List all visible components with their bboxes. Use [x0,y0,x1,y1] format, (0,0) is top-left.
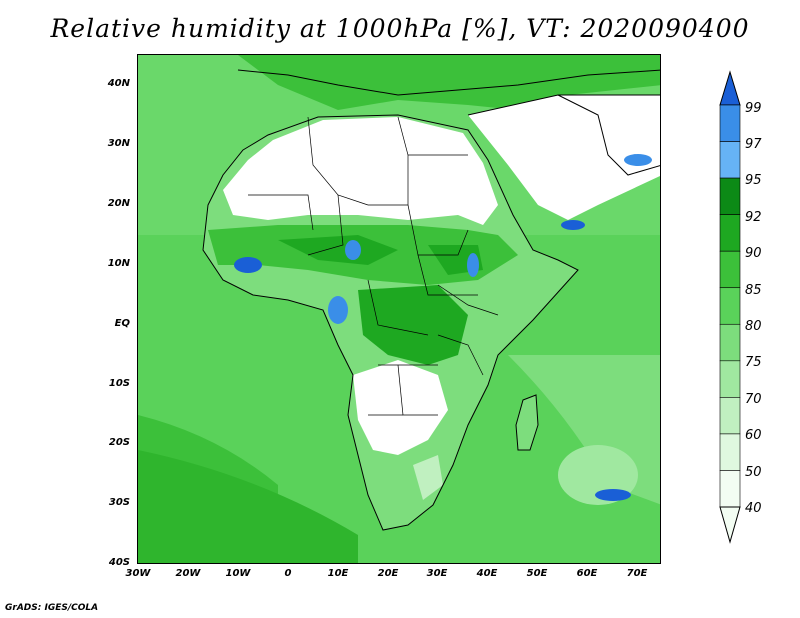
colorbar-box [719,104,741,142]
colorbar-label-80: 80 [745,319,762,334]
saturated-arabian-sea [561,220,585,230]
colorbar-label-99: 99 [745,101,762,116]
colorbar-label-75: 75 [745,355,762,370]
colorbar-label-60: 60 [745,428,762,443]
colorbar-box [719,470,741,508]
lon-label-10w: 10W [225,568,251,579]
colorbar-label-90: 90 [745,246,762,261]
colorbar [719,70,741,544]
southern-africa-dry [353,360,448,455]
lat-label-30s: 30S [108,497,130,508]
colorbar-label-97: 97 [745,137,762,152]
colorbar-box [719,177,741,215]
lon-label-60e: 60E [576,568,598,579]
lat-label-eq: EQ [114,318,130,329]
colorbar-box [719,433,741,471]
colorbar-box [719,214,741,252]
colorbar-box [719,141,741,179]
colorbar-bottom-arrow [719,506,741,544]
arabia-coastline [467,94,660,176]
sahara-dry-area [223,117,498,225]
saturated-west-africa [234,257,262,273]
colorbar-top-arrow [719,70,741,106]
colorbar-box [719,287,741,325]
lat-label-20s: 20S [108,437,130,448]
lon-label-40e: 40E [476,568,498,579]
lat-label-10s: 10S [108,378,130,389]
lon-label-30w: 30W [125,568,151,579]
colorbar-box [719,397,741,435]
lon-label-30e: 30E [426,568,448,579]
colorbar-box [719,360,741,398]
colorbar-label-95: 95 [745,173,762,188]
lon-label-50e: 50E [526,568,548,579]
footer-credit: GrADS: IGES/COLA [5,603,99,613]
lon-label-20w: 20W [175,568,201,579]
africa-coastline [202,114,579,531]
country-borders [248,116,499,416]
arabia-dry-area [468,95,660,220]
lon-label-0: 0 [284,568,292,579]
lon-label-10e: 10E [327,568,349,579]
madagascar [515,394,539,451]
lat-label-40n: 40N [107,78,130,89]
lat-label-30n: 30N [107,138,130,149]
lon-label-70e: 70E [626,568,648,579]
colorbar-label-85: 85 [745,283,762,298]
lat-label-40s: 40S [108,557,130,568]
colorbar-label-70: 70 [745,392,762,407]
colorbar-label-50: 50 [745,465,762,480]
colorbar-label-92: 92 [745,210,762,225]
map-title: Relative humidity at 1000hPa [%], VT: 20… [50,14,750,43]
lat-label-10n: 10N [107,258,130,269]
map-panel [137,54,661,564]
colorbar-label-40: 40 [745,501,762,516]
congo-basin [358,285,468,365]
lon-label-20e: 20E [377,568,399,579]
humidity-map [138,55,660,563]
colorbar-box [719,250,741,289]
lat-label-20n: 20N [107,198,130,209]
colorbar-box [719,323,741,362]
europe-coastline [237,69,660,96]
